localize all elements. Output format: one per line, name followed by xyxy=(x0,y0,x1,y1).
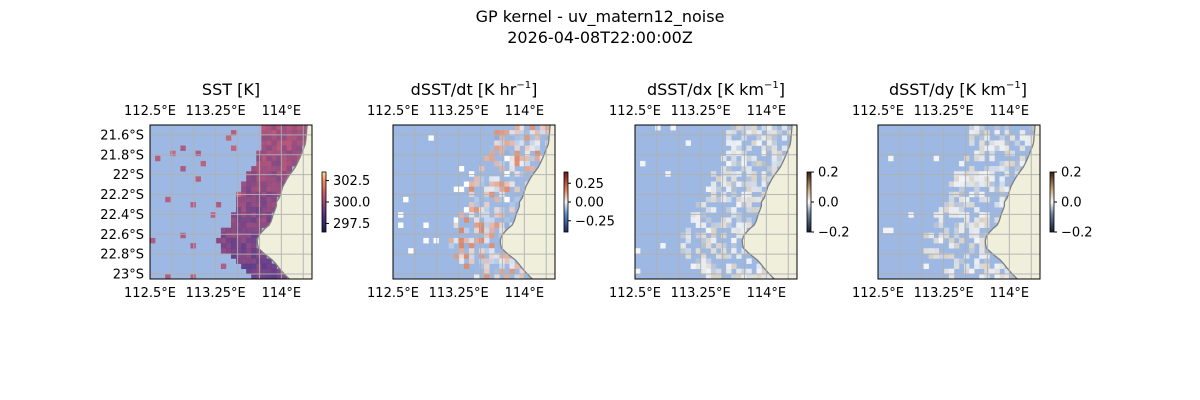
data-cells xyxy=(150,125,308,279)
colorbar-tick-label: −0.2 xyxy=(1061,226,1093,241)
axes-frame xyxy=(392,124,556,280)
land-mass xyxy=(985,125,1040,279)
y-tick-label: 23°S xyxy=(113,268,144,283)
colorbar-tick-label: 302.5 xyxy=(333,174,370,189)
y-tick-label: 21.6°S xyxy=(100,128,144,143)
figure-title: GP kernel - uv_matern12_noise xyxy=(476,7,725,27)
x-tick-label-top: 114°E xyxy=(262,104,302,119)
figure-subtitle: 2026-04-08T22:00:00Z xyxy=(507,28,693,47)
x-tick-label-top: 114°E xyxy=(747,104,787,119)
coastline xyxy=(984,125,1036,279)
colorbar-tick-label: 0.00 xyxy=(575,196,604,211)
y-tick-label: 21.8°S xyxy=(100,148,144,163)
colorbar xyxy=(321,171,327,233)
y-tick-label: 22.4°S xyxy=(100,208,144,223)
colorbar-tick-label: 300.0 xyxy=(333,196,370,211)
x-tick-label-bottom: 112.5°E xyxy=(367,286,419,301)
colorbar xyxy=(806,171,812,233)
y-tick-label: 22.6°S xyxy=(100,228,144,243)
panel-dsst-dy: dSST/dy [K km−1] 112.5°E 112.5°E 113.25°E 1… xyxy=(852,80,1093,301)
x-tick-label-bottom: 113.25°E xyxy=(429,286,489,301)
x-tick-label-bottom: 113.25°E xyxy=(914,286,974,301)
axes-frame xyxy=(634,124,798,280)
gridlines xyxy=(878,125,1040,279)
map-area xyxy=(635,125,797,279)
colorbar-tick-label: 0.2 xyxy=(818,166,839,181)
x-tick-label-top: 113.25°E xyxy=(429,104,489,119)
colorbar-tick-label: 0.0 xyxy=(1061,196,1082,211)
x-tick-label-bottom: 112.5°E xyxy=(609,286,661,301)
axes-frame xyxy=(149,124,313,280)
coastline xyxy=(499,125,551,279)
colorbar-tick-label: 0.0 xyxy=(818,196,839,211)
x-tick-label-top: 112.5°E xyxy=(367,104,419,119)
panel-title: dSST/dt [K hr−1] xyxy=(411,80,538,99)
y-tick-label: 22.2°S xyxy=(100,188,144,203)
colorbar-tick-label: −0.25 xyxy=(575,214,615,229)
colorbar-tick-label: 297.5 xyxy=(333,217,370,232)
colorbar-tick-label: 0.2 xyxy=(1061,166,1082,181)
coastline xyxy=(741,125,793,279)
panel-title: dSST/dy [K km−1] xyxy=(889,80,1027,99)
land-mass xyxy=(742,125,797,279)
panel-title: dSST/dx [K km−1] xyxy=(647,80,785,99)
x-tick-label-top: 113.25°E xyxy=(671,104,731,119)
panel-dsst-dt: dSST/dt [K hr−1] 112.5°E 112.5°E 113.25°E 1… xyxy=(367,80,615,301)
coastline xyxy=(256,125,308,279)
x-tick-label-bottom: 113.25°E xyxy=(186,286,246,301)
x-tick-label-bottom: 114°E xyxy=(990,286,1030,301)
panel-title: SST [K] xyxy=(202,80,260,99)
colorbar xyxy=(563,171,569,233)
x-tick-label-top: 113.25°E xyxy=(914,104,974,119)
x-tick-label-top: 114°E xyxy=(505,104,545,119)
gridlines xyxy=(393,125,555,279)
colorbar xyxy=(1049,171,1055,233)
x-tick-label-top: 114°E xyxy=(990,104,1030,119)
colorbar-tick-label: −0.2 xyxy=(818,226,850,241)
x-tick-label-bottom: 114°E xyxy=(262,286,302,301)
x-tick-label-bottom: 112.5°E xyxy=(124,286,176,301)
map-area xyxy=(393,125,555,279)
gridlines xyxy=(635,125,797,279)
colorbar-tick-label: 0.25 xyxy=(575,177,604,192)
x-tick-label-bottom: 114°E xyxy=(505,286,545,301)
panel-dsst-dx: dSST/dx [K km−1] 112.5°E 112.5°E 113.25°E 1… xyxy=(609,80,850,301)
x-tick-label-top: 112.5°E xyxy=(852,104,904,119)
y-tick-label: 22°S xyxy=(113,168,144,183)
y-tick-label: 22.8°S xyxy=(100,248,144,263)
land-mass xyxy=(257,125,312,279)
x-tick-label-top: 112.5°E xyxy=(124,104,176,119)
x-tick-label-top: 113.25°E xyxy=(186,104,246,119)
x-tick-label-top: 112.5°E xyxy=(609,104,661,119)
gridlines xyxy=(150,125,312,279)
x-tick-label-bottom: 112.5°E xyxy=(852,286,904,301)
axes-frame xyxy=(877,124,1041,280)
x-tick-label-bottom: 113.25°E xyxy=(671,286,731,301)
map-area xyxy=(150,125,312,279)
panel-sst: SST [K] 112.5°E 112.5°E 113.25°E 113.25°E 11… xyxy=(100,80,370,301)
land-mass xyxy=(500,125,555,279)
map-area xyxy=(878,125,1040,279)
x-tick-label-bottom: 114°E xyxy=(747,286,787,301)
